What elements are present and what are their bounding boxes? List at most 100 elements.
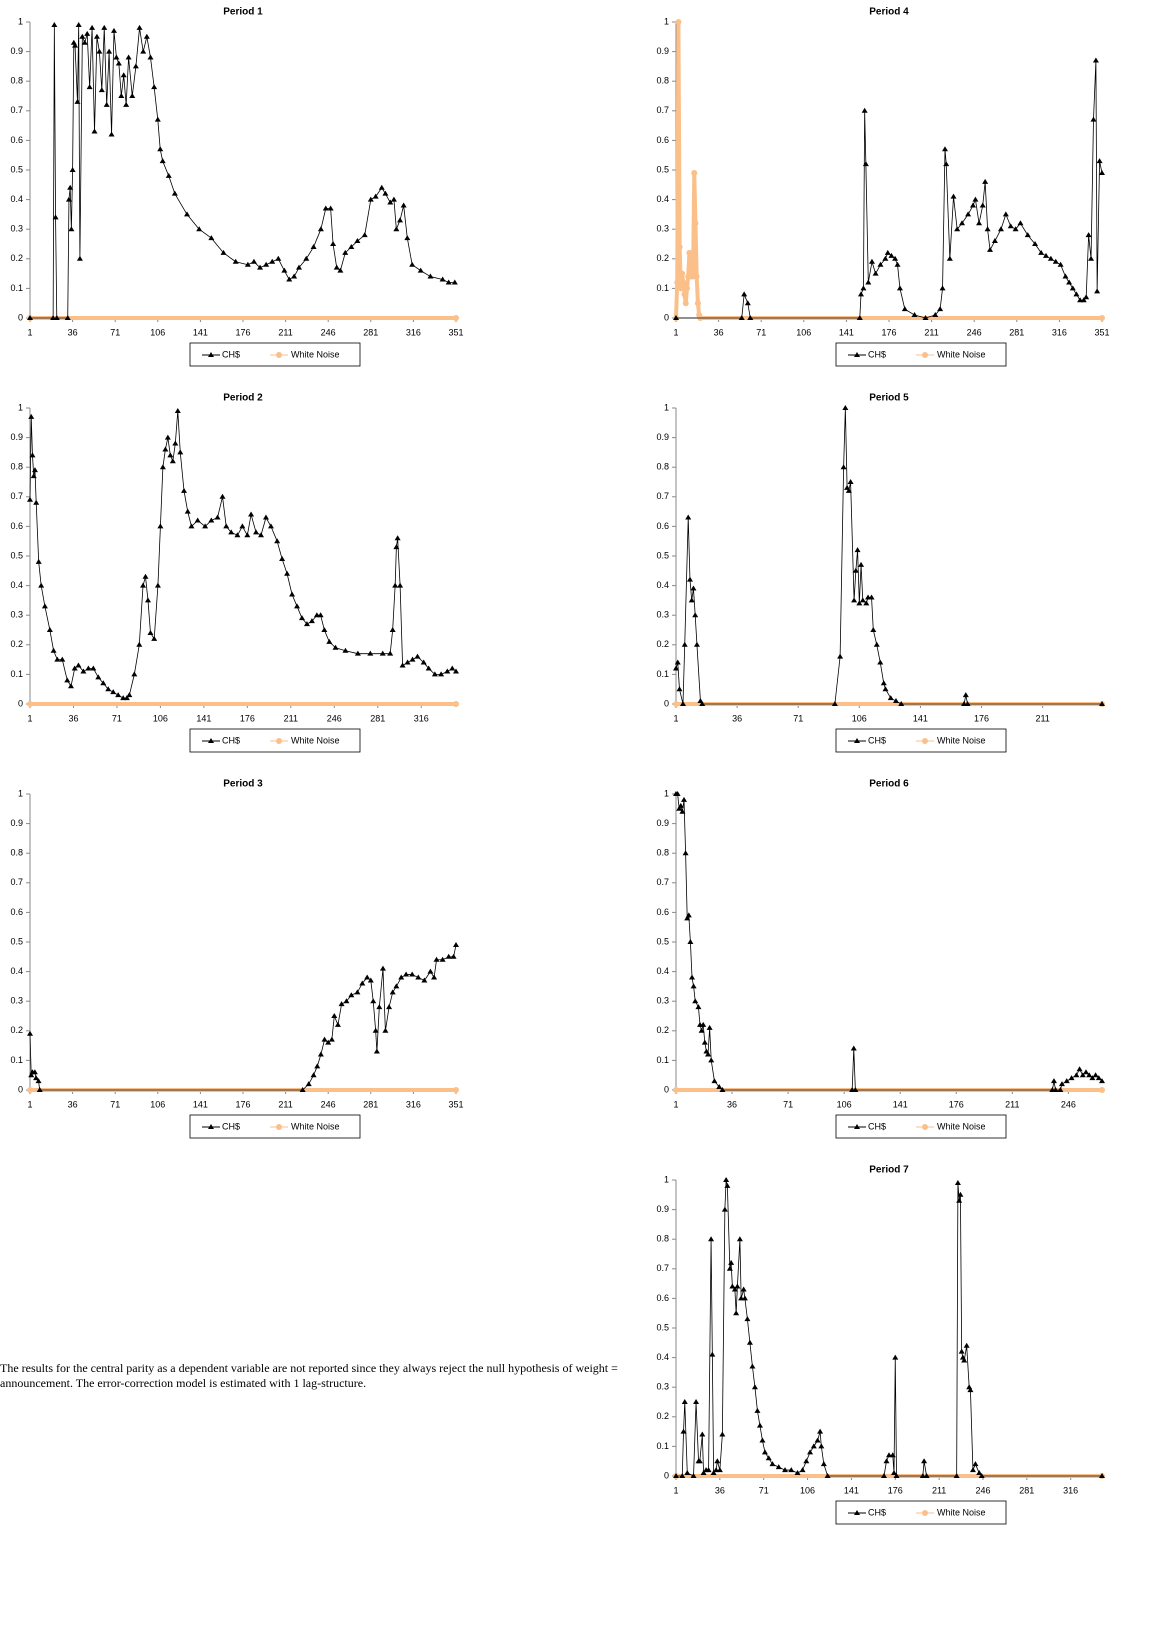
- marker: [817, 1428, 824, 1434]
- x-tick-label: 246: [967, 327, 982, 337]
- marker: [681, 1399, 688, 1404]
- marker: [738, 1295, 745, 1301]
- y-tick-label: 0.8: [10, 76, 23, 86]
- x-tick-label: 1: [673, 1099, 678, 1109]
- marker: [685, 514, 692, 520]
- legend-label: CH$: [222, 735, 240, 745]
- x-tick-label: 281: [1019, 1485, 1034, 1495]
- marker: [305, 1081, 312, 1087]
- y-tick-label: 0.8: [656, 76, 669, 86]
- x-tick-label: 106: [153, 713, 168, 723]
- marker: [884, 249, 891, 255]
- marker: [858, 291, 865, 297]
- marker: [1085, 232, 1092, 238]
- y-tick-label: 0.9: [656, 1204, 669, 1214]
- x-tick-label: 141: [839, 327, 854, 337]
- marker: [738, 315, 745, 320]
- x-tick-label: 141: [844, 1485, 859, 1495]
- marker: [439, 276, 446, 282]
- marker: [184, 211, 191, 217]
- marker: [708, 1057, 715, 1063]
- y-tick-label: 0.8: [10, 848, 23, 858]
- marker: [810, 1443, 817, 1449]
- marker: [151, 635, 158, 641]
- legend-label: White Noise: [937, 349, 986, 359]
- marker: [404, 235, 411, 241]
- marker: [1099, 1473, 1105, 1478]
- marker: [976, 1470, 983, 1476]
- y-tick-label: 0: [664, 1084, 669, 1094]
- marker: [81, 39, 88, 45]
- y-tick-label: 0.5: [656, 550, 669, 560]
- marker: [208, 235, 215, 241]
- y-tick-label: 0.7: [656, 491, 669, 501]
- y-tick-label: 1: [18, 788, 23, 798]
- marker: [110, 689, 117, 695]
- marker: [373, 1048, 380, 1054]
- marker: [972, 1461, 979, 1467]
- x-tick-label: 36: [727, 1099, 737, 1109]
- marker: [861, 107, 868, 113]
- marker: [332, 644, 339, 650]
- marker: [361, 232, 368, 238]
- marker: [943, 161, 950, 167]
- y-tick-label: 0.4: [656, 966, 669, 976]
- marker: [694, 300, 701, 307]
- marker: [1092, 1072, 1099, 1078]
- marker: [93, 33, 100, 39]
- marker: [1099, 1087, 1105, 1093]
- marker: [157, 146, 164, 152]
- legend-marker: [276, 1124, 282, 1130]
- x-tick-label: 71: [793, 713, 803, 723]
- legend-marker: [854, 738, 860, 743]
- marker: [399, 662, 406, 668]
- marker: [445, 279, 452, 285]
- marker: [679, 1473, 686, 1478]
- y-tick-label: 0.4: [656, 580, 669, 590]
- marker: [431, 671, 438, 677]
- marker: [673, 315, 679, 320]
- x-tick-label: 36: [732, 713, 742, 723]
- marker: [165, 172, 172, 178]
- y-tick-label: 0.6: [656, 135, 669, 145]
- marker: [673, 701, 679, 707]
- y-tick-label: 0: [18, 312, 23, 322]
- legend-label: White Noise: [937, 1121, 986, 1131]
- y-tick-label: 0.3: [10, 224, 23, 234]
- marker: [997, 226, 1004, 232]
- x-tick-label: 106: [150, 327, 165, 337]
- marker: [425, 665, 432, 671]
- marker: [695, 1004, 702, 1010]
- x-tick-label: 71: [759, 1485, 769, 1495]
- marker: [28, 413, 35, 419]
- x-tick-label: 36: [68, 713, 78, 723]
- marker: [868, 258, 875, 264]
- x-tick-label: 281: [370, 713, 385, 723]
- marker: [27, 1087, 33, 1093]
- marker: [1052, 1087, 1059, 1092]
- marker: [331, 1013, 338, 1018]
- marker: [453, 1087, 459, 1093]
- marker: [953, 1473, 960, 1478]
- y-tick-label: 0.1: [10, 669, 23, 679]
- marker: [379, 650, 386, 656]
- marker: [372, 1027, 379, 1033]
- marker: [696, 1458, 703, 1464]
- marker: [142, 573, 149, 579]
- marker: [950, 193, 957, 199]
- marker: [438, 671, 445, 677]
- marker: [749, 1363, 756, 1369]
- marker: [868, 594, 875, 600]
- y-tick-label: 0: [18, 1084, 23, 1094]
- marker: [223, 523, 230, 529]
- marker: [744, 300, 751, 306]
- marker: [449, 665, 456, 671]
- marker: [393, 226, 400, 232]
- marker: [698, 1027, 705, 1033]
- marker: [965, 211, 972, 217]
- marker: [677, 285, 684, 292]
- marker: [392, 582, 399, 588]
- chart-title: Period 4: [869, 7, 909, 18]
- marker: [417, 267, 424, 273]
- chart-title: Period 6: [869, 779, 909, 790]
